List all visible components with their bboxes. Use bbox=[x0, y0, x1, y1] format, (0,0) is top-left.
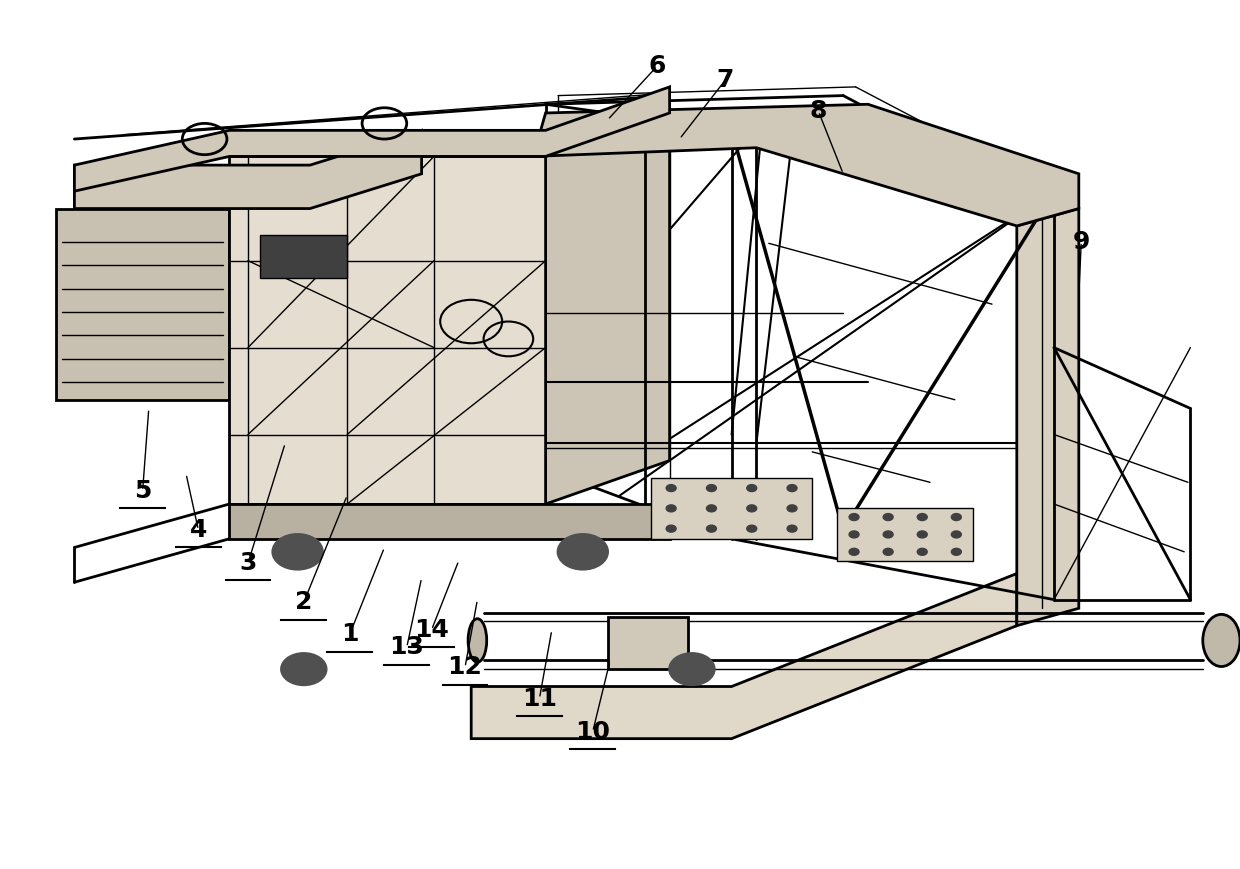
Ellipse shape bbox=[469, 619, 486, 662]
Circle shape bbox=[707, 525, 717, 532]
Text: 7: 7 bbox=[717, 68, 734, 92]
Polygon shape bbox=[1017, 209, 1079, 626]
Text: 4: 4 bbox=[190, 518, 207, 542]
Circle shape bbox=[918, 548, 928, 555]
Text: 8: 8 bbox=[810, 99, 827, 123]
Circle shape bbox=[849, 548, 859, 555]
Circle shape bbox=[951, 514, 961, 521]
Circle shape bbox=[918, 531, 928, 538]
Polygon shape bbox=[651, 478, 812, 539]
Polygon shape bbox=[837, 508, 973, 561]
Polygon shape bbox=[229, 156, 546, 504]
Circle shape bbox=[849, 514, 859, 521]
Text: 3: 3 bbox=[239, 551, 257, 575]
Circle shape bbox=[666, 525, 676, 532]
Text: 2: 2 bbox=[295, 590, 312, 614]
Text: 14: 14 bbox=[414, 618, 449, 642]
Circle shape bbox=[746, 525, 756, 532]
Text: 13: 13 bbox=[389, 635, 424, 660]
Circle shape bbox=[883, 531, 893, 538]
Text: 10: 10 bbox=[575, 720, 610, 744]
Polygon shape bbox=[546, 113, 670, 504]
Circle shape bbox=[273, 534, 322, 569]
Circle shape bbox=[558, 534, 608, 569]
Circle shape bbox=[787, 525, 797, 532]
Text: 9: 9 bbox=[1073, 229, 1090, 254]
Polygon shape bbox=[229, 504, 670, 539]
Circle shape bbox=[707, 485, 717, 492]
Circle shape bbox=[883, 548, 893, 555]
Circle shape bbox=[666, 505, 676, 512]
Ellipse shape bbox=[1203, 614, 1240, 667]
Text: 11: 11 bbox=[522, 687, 557, 711]
Text: 6: 6 bbox=[649, 54, 666, 78]
Polygon shape bbox=[74, 130, 422, 209]
Circle shape bbox=[707, 505, 717, 512]
Polygon shape bbox=[56, 209, 229, 400]
Polygon shape bbox=[260, 235, 347, 278]
Text: 12: 12 bbox=[448, 655, 482, 680]
Circle shape bbox=[746, 485, 756, 492]
Circle shape bbox=[849, 531, 859, 538]
Circle shape bbox=[951, 531, 961, 538]
Circle shape bbox=[918, 514, 928, 521]
Circle shape bbox=[746, 505, 756, 512]
Circle shape bbox=[670, 653, 714, 685]
Text: 1: 1 bbox=[341, 622, 358, 647]
Circle shape bbox=[787, 485, 797, 492]
Circle shape bbox=[281, 653, 326, 685]
Circle shape bbox=[787, 505, 797, 512]
Text: 5: 5 bbox=[134, 479, 151, 503]
Polygon shape bbox=[533, 104, 1079, 226]
Polygon shape bbox=[608, 617, 688, 669]
Circle shape bbox=[951, 548, 961, 555]
Circle shape bbox=[666, 485, 676, 492]
Polygon shape bbox=[74, 87, 670, 191]
Polygon shape bbox=[471, 574, 1017, 739]
Circle shape bbox=[883, 514, 893, 521]
